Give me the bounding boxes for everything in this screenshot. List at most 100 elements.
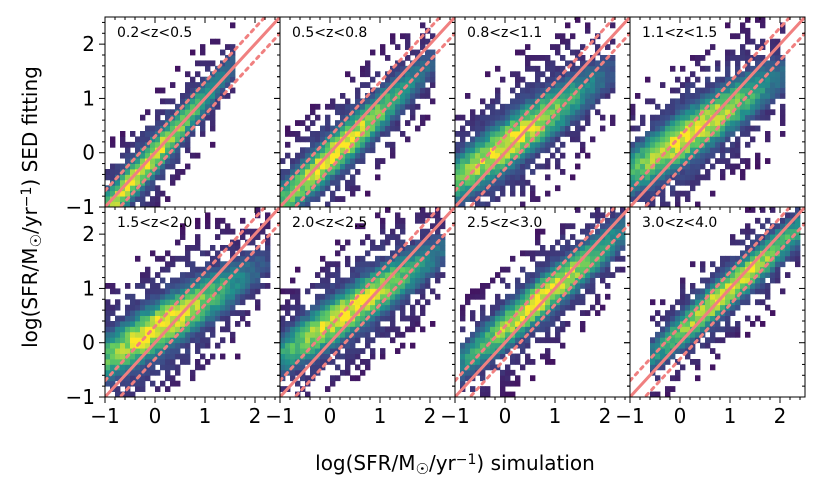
density-cell <box>355 315 361 322</box>
density-cell <box>365 364 371 371</box>
density-cell <box>315 114 321 121</box>
density-cell <box>485 190 491 197</box>
density-cell <box>400 255 406 262</box>
density-cell <box>250 239 256 246</box>
density-cell <box>215 288 221 295</box>
density-cell <box>315 169 321 175</box>
density-cell <box>560 114 566 121</box>
density-cell <box>355 223 361 230</box>
density-cell <box>710 147 716 154</box>
density-cell <box>530 190 536 197</box>
density-cell <box>155 87 161 94</box>
density-cell <box>715 158 721 164</box>
density-cell <box>555 250 561 257</box>
density-cell <box>615 212 621 219</box>
density-cell <box>125 141 131 148</box>
density-cell <box>560 141 566 148</box>
density-cell <box>360 158 366 164</box>
density-cell <box>405 33 411 40</box>
density-cell <box>350 342 356 349</box>
density-cell <box>735 109 741 116</box>
density-cell <box>545 331 551 338</box>
density-cell <box>725 266 731 273</box>
density-cell <box>290 315 296 322</box>
density-cell <box>325 331 331 338</box>
density-cell <box>400 239 406 246</box>
density-cell <box>255 277 261 284</box>
density-cell <box>295 179 301 186</box>
density-cell <box>330 190 336 197</box>
density-cell <box>340 331 346 338</box>
density-cell <box>590 266 596 273</box>
density-cell <box>295 348 301 354</box>
density-cell <box>185 109 191 116</box>
reference-line-minus-0.3-dex <box>642 221 805 397</box>
density-cell <box>700 65 706 72</box>
density-cell <box>135 158 141 164</box>
density-cell <box>670 163 676 170</box>
density-cell <box>215 87 221 94</box>
density-cell <box>595 228 601 235</box>
density-cell <box>230 283 236 289</box>
density-cell <box>480 120 486 126</box>
density-cell <box>670 337 676 344</box>
density-cell <box>405 38 411 45</box>
density-cell <box>730 310 736 316</box>
density-cell <box>215 310 221 316</box>
density-cell <box>550 125 556 132</box>
density-cell <box>755 114 761 121</box>
density-cell <box>545 288 551 295</box>
density-cell <box>390 310 396 316</box>
density-cell <box>685 304 691 311</box>
density-cell <box>655 359 661 365</box>
density-cell <box>315 131 321 137</box>
density-cell <box>685 196 691 202</box>
density-cell <box>110 337 116 344</box>
density-cell <box>555 304 561 311</box>
density-cell <box>630 114 636 121</box>
density-cell <box>710 315 716 322</box>
density-cell <box>420 293 426 300</box>
density-cell <box>575 49 581 56</box>
density-cell <box>320 310 326 316</box>
density-cell <box>380 223 386 230</box>
density-cell <box>145 315 151 322</box>
density-cell <box>470 331 476 338</box>
density-cell <box>395 223 401 230</box>
density-cell <box>195 239 201 246</box>
density-cell <box>665 315 671 322</box>
density-cell <box>460 190 466 197</box>
density-cell <box>365 337 371 344</box>
density-cell <box>565 277 571 284</box>
density-cell <box>155 326 161 333</box>
density-cell <box>460 136 466 143</box>
density-cell <box>115 353 121 360</box>
density-cell <box>235 255 241 262</box>
reference-line-minus-0.3-dex <box>467 31 630 207</box>
density-cell <box>350 152 356 159</box>
density-cell <box>675 179 681 186</box>
density-cell <box>400 65 406 72</box>
density-cell <box>200 44 206 50</box>
density-cell <box>375 326 381 333</box>
density-cell <box>110 326 116 333</box>
density-cell <box>385 326 391 333</box>
density-cell <box>505 141 511 148</box>
density-cell <box>515 359 521 365</box>
density-cell <box>705 321 711 327</box>
density-cell <box>480 169 486 175</box>
density-cell <box>735 321 741 327</box>
density-cell <box>775 49 781 56</box>
density-cell <box>315 272 321 278</box>
density-cell <box>305 147 311 154</box>
density-cell <box>770 266 776 273</box>
density-cell <box>205 261 211 268</box>
density-cell <box>620 234 626 240</box>
density-cell <box>190 277 196 284</box>
density-cell <box>210 109 216 116</box>
density-cell <box>675 109 681 116</box>
density-cell <box>645 98 651 105</box>
density-cell <box>515 141 521 148</box>
density-cell <box>665 359 671 365</box>
density-cell <box>190 321 196 327</box>
